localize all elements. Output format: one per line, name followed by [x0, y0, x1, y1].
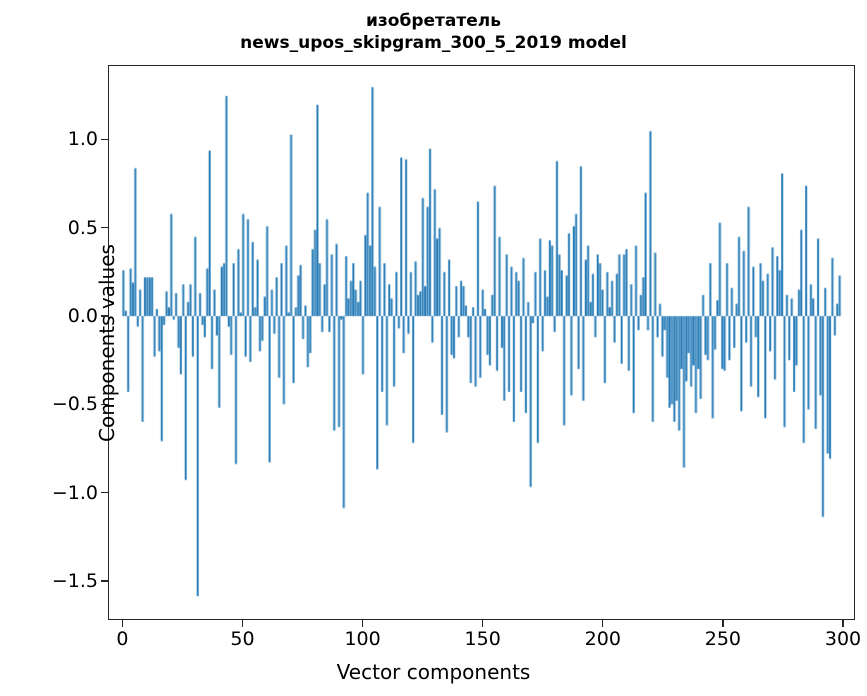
x-tick-mark	[482, 620, 484, 627]
x-tick-mark	[241, 620, 244, 627]
x-tick-mark	[361, 620, 364, 627]
chart-title-line-2: news_upos_skipgram_300_5_2019 model	[240, 33, 627, 53]
y-tick-mark	[101, 226, 108, 229]
x-tick-label: 100	[344, 628, 381, 650]
y-tick-mark	[101, 138, 108, 140]
x-tick-mark	[121, 620, 124, 627]
chart-title-line-1: изобретатель	[366, 11, 501, 31]
y-axis-label: Components values	[94, 243, 119, 442]
x-tick-mark	[722, 620, 724, 627]
x-tick-label: 150	[464, 628, 501, 650]
x-tick-label: 0	[116, 628, 129, 650]
plot-axes	[108, 65, 855, 620]
x-tick-mark	[602, 620, 604, 627]
y-axis-label-wrap: Components values	[0, 65, 119, 620]
x-axis-label: Vector components	[336, 660, 531, 684]
chart-title: изобретатель news_upos_skipgram_300_5_20…	[0, 10, 867, 54]
x-tick-label: 200	[584, 628, 621, 650]
x-tick-label: 50	[230, 628, 255, 650]
y-tick-mark	[101, 492, 108, 494]
y-tick-mark	[101, 580, 108, 582]
x-tick-label: 300	[824, 628, 862, 650]
x-tick-mark	[842, 620, 844, 627]
x-tick-label: 250	[704, 628, 742, 650]
bar-series-canvas	[109, 66, 854, 619]
